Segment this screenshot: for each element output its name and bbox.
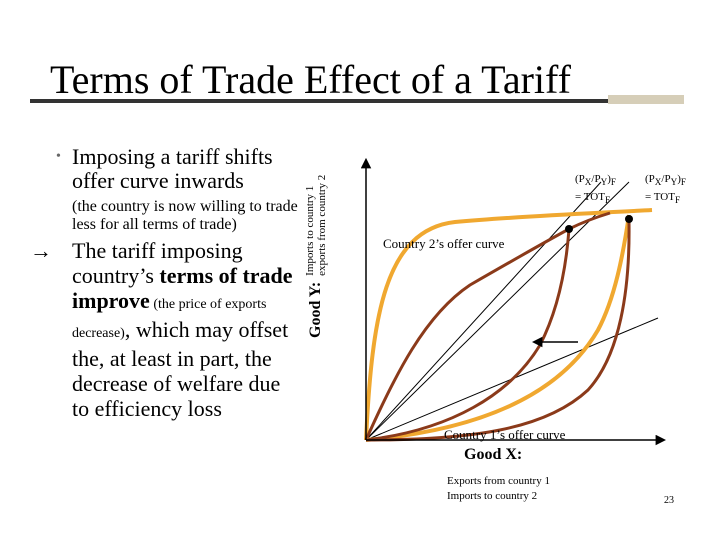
bullet-tot-bold: terms of trade improve: [72, 263, 293, 313]
country1-shifted-curve: [365, 221, 631, 442]
tot-free-close: ): [607, 173, 611, 185]
tot-tariff-line1: (PX/PY)F: [645, 172, 686, 190]
x-axis-subtitle: Exports from country 1 Imports to countr…: [447, 474, 550, 504]
bullet-terms-of-trade: → The tariff imposing country’s terms of…: [28, 238, 298, 421]
tot-free-line1: (PX/PY)F: [575, 172, 616, 190]
country2-offer-curve: [364, 208, 653, 441]
tot-free-slash: /P: [591, 173, 601, 185]
bullet-marker: •: [56, 149, 61, 164]
tot-tariff-eq: = TOT: [645, 191, 675, 204]
bullet-tariff-shift-text: Imposing a tariff shifts offer curve inw…: [72, 144, 273, 193]
tot-tariff-sub-y: Y: [670, 177, 678, 188]
arrow-marker: →: [30, 238, 52, 263]
title-underline: [30, 99, 618, 103]
x-axis-line1: Exports from country 1: [447, 475, 550, 487]
bullet-tot-small: (the price of exports decrease): [72, 297, 267, 341]
x-axis-line2: Imports to country 2: [447, 490, 538, 502]
tot-free-open: (P: [575, 173, 585, 185]
tariff-equilibrium-point: [565, 225, 573, 233]
country2-curve-label: Country 2’s offer curve: [383, 236, 505, 251]
tot-tariff-sub-f: F: [680, 177, 686, 188]
tot-tariff-close: ): [677, 173, 681, 185]
country1-offer-curve: [365, 214, 631, 442]
tot-free-trade-label: (PX/PY)F = TOTF: [575, 172, 616, 208]
tot-tariff-sub-x: X: [654, 177, 662, 188]
country2-tariff-offer-curve: [364, 211, 611, 441]
tot-tariff-line2: = TOTF: [645, 190, 686, 208]
free-trade-equilibrium-point: [625, 215, 633, 223]
page-number: 23: [664, 495, 674, 506]
tot-free-sub-y: Y: [600, 177, 608, 188]
country1-tariff-offer-curve: [365, 228, 571, 442]
tot-tariff-label: (PX/PY)F = TOTF: [645, 172, 686, 208]
bullet-list: • Imposing a tariff shifts offer curve i…: [28, 145, 298, 422]
tot-tariff-slash: /P: [661, 173, 671, 185]
bullet-tot-lead: The tariff imposing country’s: [72, 238, 243, 288]
tot-tariff-ray: [365, 181, 602, 441]
title-accent-bar: [608, 95, 684, 104]
tot-free-sub-x: X: [584, 177, 592, 188]
tot-free-eq: = TOT: [575, 191, 605, 204]
bullet-tot-tail: , which may offset the, at least in part…: [72, 317, 289, 421]
country1-curve-label: Country 1’s offer curve: [444, 427, 566, 442]
tot-free-line2: = TOTF: [575, 190, 616, 208]
bullet-tariff-shift-detail: (the country is now willing to trade les…: [72, 198, 298, 233]
page-title: Terms of Trade Effect of a Tariff: [50, 57, 571, 102]
tot-tariff-open: (P: [645, 173, 655, 185]
bullet-tariff-shift: • Imposing a tariff shifts offer curve i…: [28, 145, 298, 193]
tot-free-eq-sub: F: [604, 195, 611, 206]
tot-tariff-eq-sub: F: [674, 195, 681, 206]
tot-free-trade-ray: [365, 181, 630, 441]
tot-free-sub-f: F: [610, 177, 616, 188]
x-axis-title: Good X:: [464, 446, 523, 463]
